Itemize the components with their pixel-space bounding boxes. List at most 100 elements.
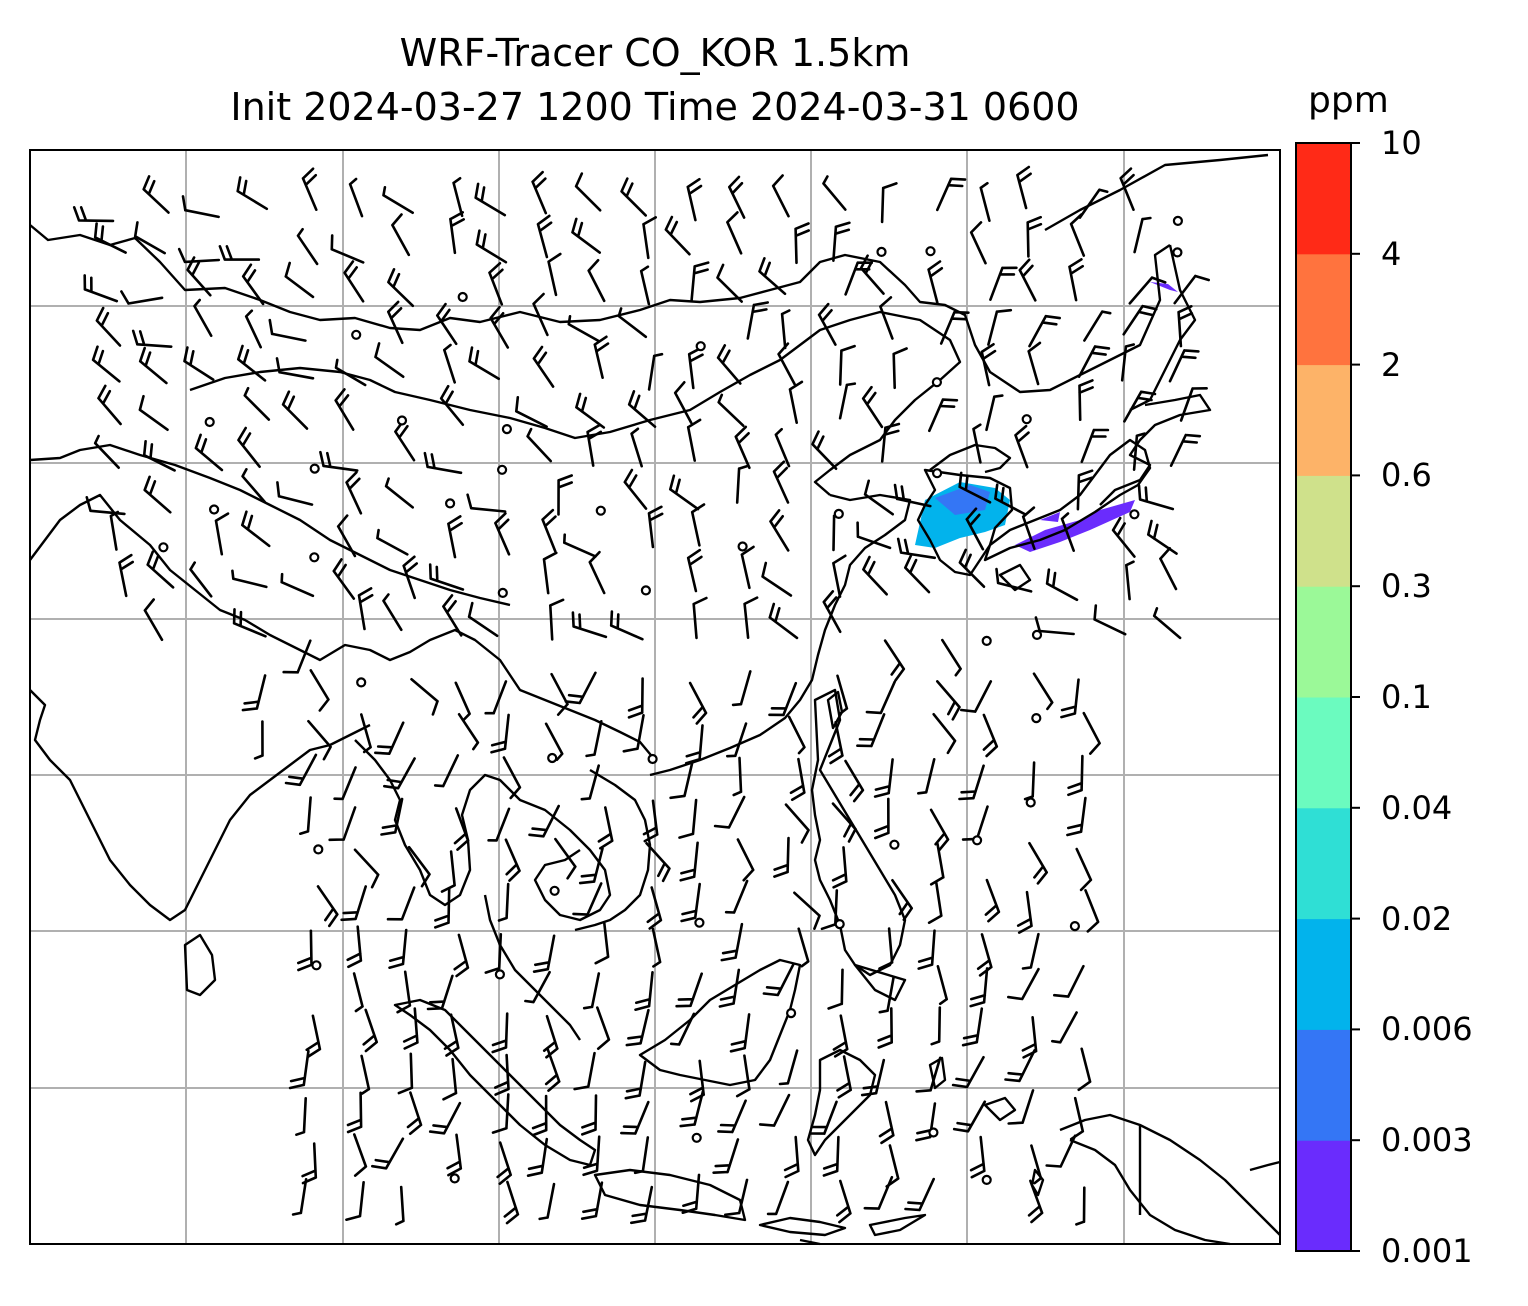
wind-barb: [980, 343, 997, 387]
wind-barb: [143, 598, 164, 642]
wind-barb: [371, 1137, 405, 1170]
wind-barb: [1021, 932, 1040, 970]
wind-barb: [664, 215, 691, 256]
wind-barb: [1068, 258, 1084, 302]
colorbar-tick-label: 0.6: [1381, 456, 1432, 495]
wind-barb: [1123, 390, 1157, 423]
wind-barb: [449, 211, 465, 255]
wind-barb: [343, 260, 365, 303]
wind-barb: [394, 1185, 405, 1226]
wind-barb: [936, 177, 967, 212]
wind-barb: [296, 227, 319, 266]
wind-barb: [83, 274, 119, 303]
wind-barb: [904, 553, 931, 594]
calm-wind-marker: [445, 498, 456, 509]
wind-barb: [1051, 1011, 1078, 1044]
colorbar-tick-label: 0.1: [1381, 678, 1432, 716]
wind-barb: [778, 1049, 799, 1086]
wind-barb: [120, 290, 164, 305]
wind-barb: [1028, 841, 1048, 885]
wind-barb: [740, 545, 755, 590]
wind-barb: [309, 669, 330, 712]
wind-barb: [1066, 796, 1087, 837]
wind-barb: [844, 759, 865, 803]
wind-barb: [758, 257, 787, 296]
wind-barb: [669, 1012, 696, 1046]
calm-wind-marker: [1129, 509, 1140, 520]
wind-barb: [276, 481, 314, 506]
wind-barb: [717, 1099, 747, 1134]
wind-barb: [762, 963, 795, 997]
wind-barb: [958, 764, 985, 801]
colorbar-unit-label: ppm: [1308, 80, 1389, 121]
calm-wind-marker: [497, 464, 508, 475]
wind-barb: [609, 610, 644, 641]
plot-title-line1: WRF-Tracer CO_KOR 1.5km: [399, 31, 911, 75]
wind-barb: [138, 346, 168, 385]
wind-barb: [91, 345, 121, 383]
wind-barb: [1016, 890, 1033, 934]
wind-barb: [726, 211, 743, 255]
colorbar-tick-label: 10: [1381, 124, 1422, 162]
wind-barb: [623, 468, 648, 510]
wind-barb: [1084, 889, 1100, 933]
wind-barb: [573, 1051, 596, 1091]
wind-barb: [1026, 215, 1043, 258]
wind-barb: [832, 554, 847, 598]
wind-barb: [502, 756, 522, 800]
wind-barb: [1028, 314, 1061, 348]
calm-wind-marker: [494, 969, 505, 980]
wind-barb: [927, 260, 944, 304]
map-frame: [29, 149, 1281, 1245]
wind-barb: [952, 1100, 987, 1133]
colorbar-tick-label: 2: [1381, 345, 1402, 384]
wind-barb: [118, 553, 134, 598]
wind-barb: [384, 477, 414, 509]
wind-barb: [642, 216, 657, 260]
wind-barb: [333, 766, 357, 801]
colorbar-segment: [1296, 918, 1351, 1030]
wind-barb: [387, 300, 404, 345]
wind-barb: [1075, 1186, 1086, 1226]
colorbar-segment: [1296, 1140, 1351, 1252]
calm-wind-marker: [640, 585, 652, 596]
wind-barb: [572, 882, 603, 916]
wind-barb: [330, 234, 365, 264]
wind-barb: [817, 302, 837, 346]
wind-barb: [284, 261, 315, 299]
calm-wind-marker: [457, 291, 468, 303]
wind-barb: [443, 1013, 460, 1057]
calm-wind-marker: [931, 468, 943, 479]
colorbar-tick-label: 0.006: [1381, 1010, 1473, 1049]
wind-barb: [396, 970, 412, 1014]
wind-barb: [362, 1008, 378, 1053]
calm-wind-marker: [928, 1127, 939, 1138]
wind-barb: [374, 342, 405, 378]
wind-barb: [645, 842, 671, 883]
wind-barb: [822, 1135, 840, 1177]
wind-barbs: [72, 165, 1210, 1226]
calm-wind-marker: [204, 416, 215, 428]
wind-barb: [532, 292, 549, 337]
wind-barb: [531, 170, 548, 215]
wind-barb: [684, 724, 704, 765]
wind-barb: [97, 384, 122, 426]
wind-barb: [766, 1180, 790, 1216]
wind-barb: [936, 680, 961, 721]
wind-barb: [624, 1060, 647, 1100]
wind-barb: [831, 802, 857, 843]
wind-barb: [597, 806, 614, 850]
wind-barb: [822, 175, 847, 211]
wind-barb: [860, 1058, 886, 1097]
wind-barb: [467, 601, 499, 638]
calm-wind-marker: [981, 1174, 992, 1186]
wind-barb: [291, 1178, 308, 1216]
calm-wind-marker: [971, 835, 983, 846]
calm-wind-marker: [1031, 712, 1042, 724]
wind-barb: [768, 681, 798, 717]
wind-barb: [328, 806, 357, 842]
wind-barb: [536, 214, 553, 259]
wind-barb: [582, 1135, 601, 1177]
wind-barb: [374, 721, 405, 755]
wind-barb: [735, 464, 749, 504]
